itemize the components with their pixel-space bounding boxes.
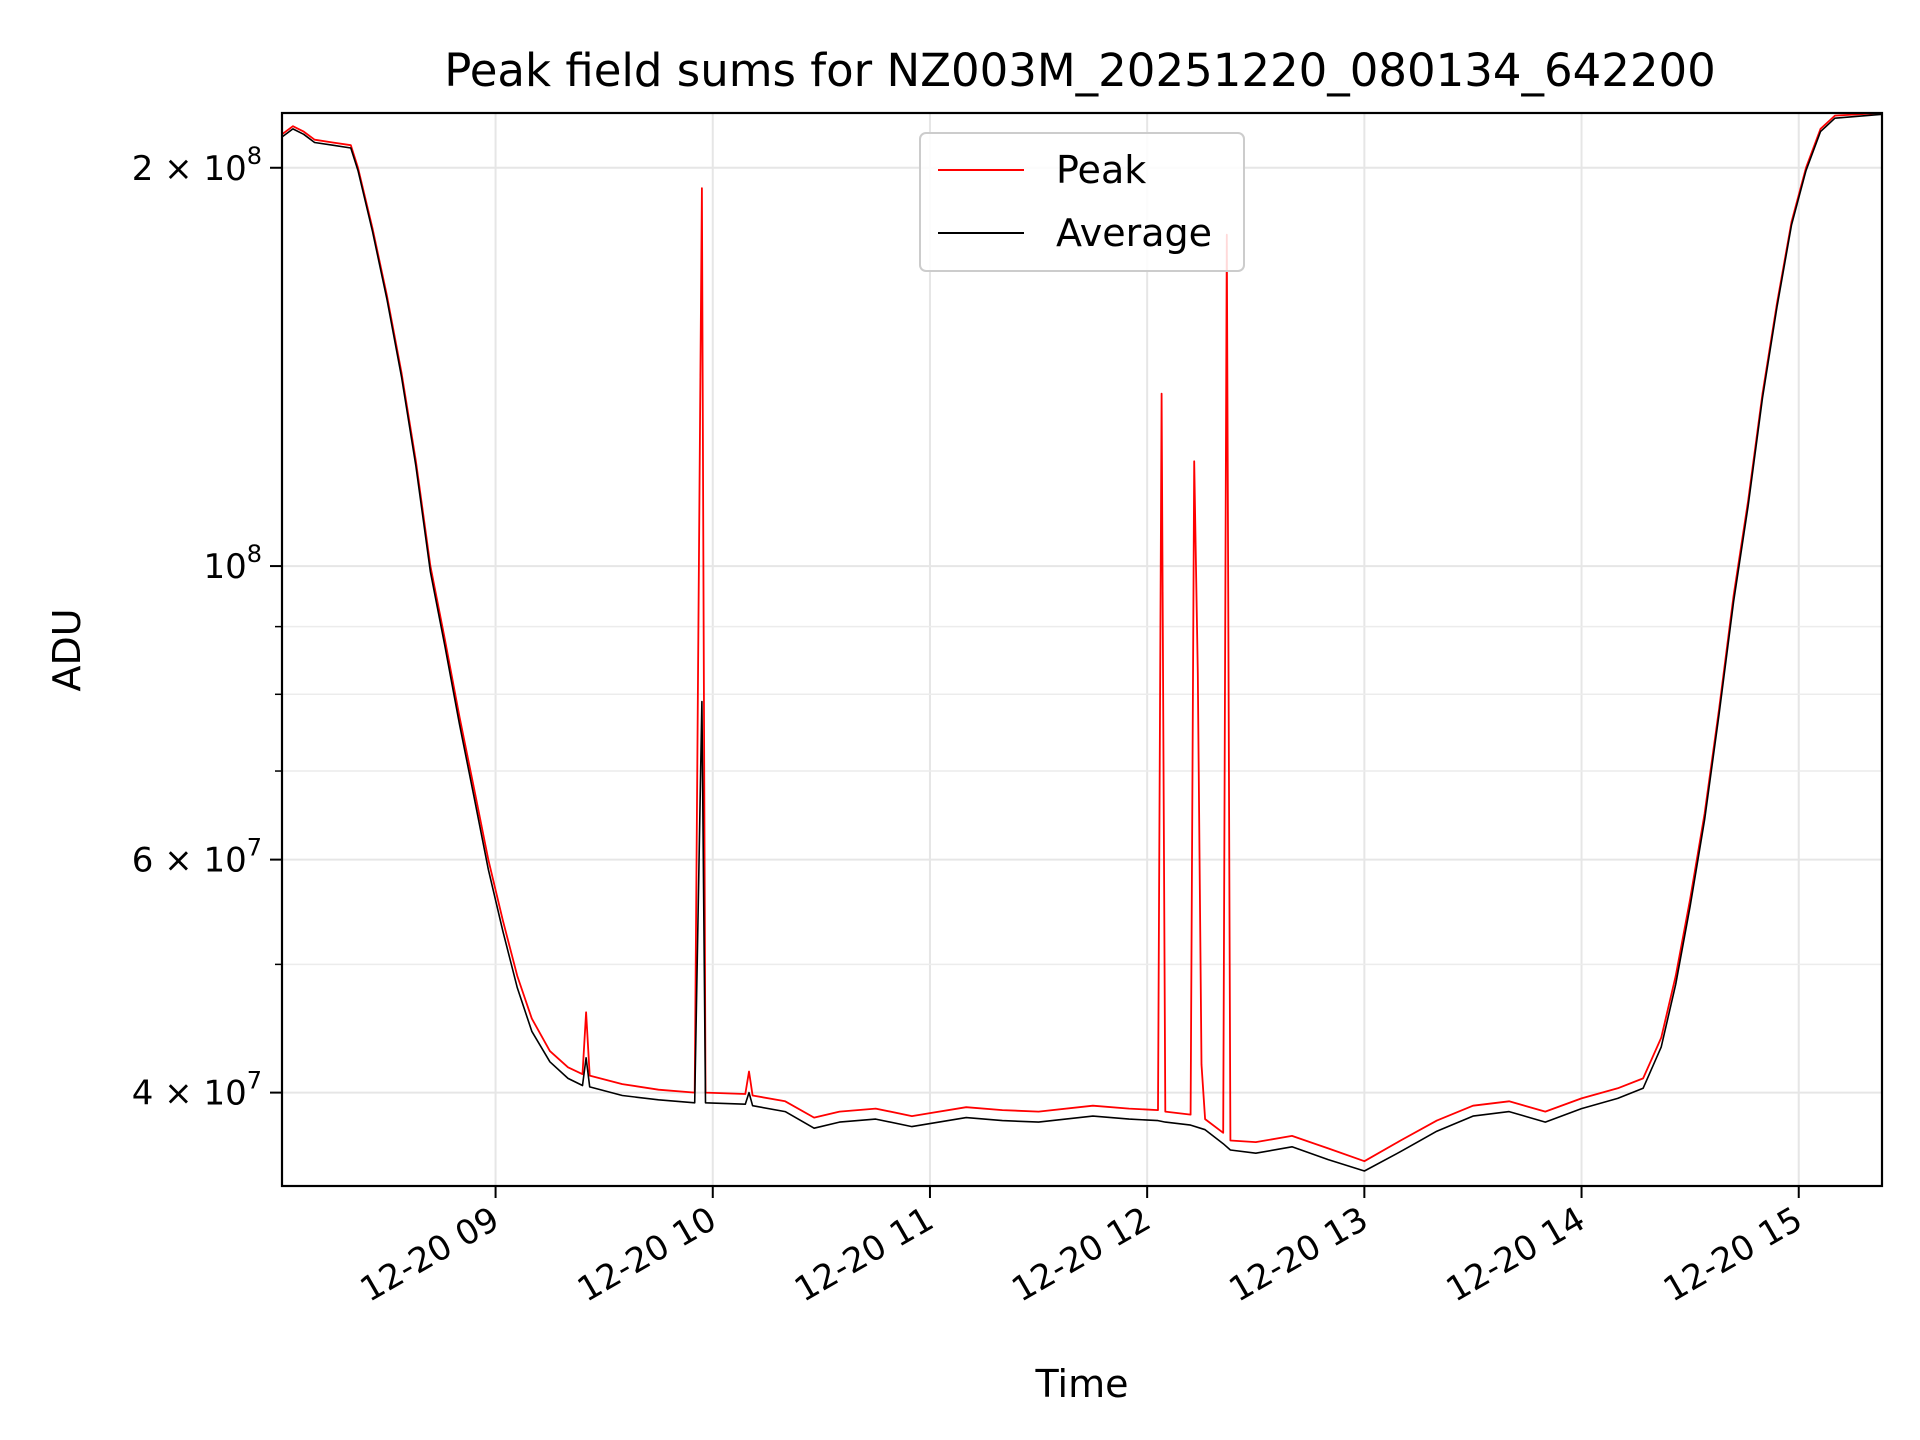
x-tick-label: 12-20 13: [1222, 1199, 1374, 1310]
y-tick-label: 6 × 107: [132, 834, 262, 881]
x-axis-ticks: 12-20 09 12-20 10 12-20 11 12-20 12 12-20 13…: [354, 1186, 1809, 1310]
legend-box: [919, 132, 1245, 272]
x-tick-label: 12-20 10: [571, 1199, 723, 1310]
legend-label-peak: Peak: [1056, 148, 1146, 192]
x-tick-label: 12-20 11: [788, 1199, 940, 1310]
grid-lines: [282, 113, 1882, 1186]
y-tick-label: 108: [203, 540, 262, 587]
legend: Peak Average: [919, 132, 1245, 272]
y-tick-label: 2 × 108: [132, 142, 262, 189]
y-tick-label: 4 × 107: [132, 1067, 262, 1114]
x-axis-label: Time: [1035, 1362, 1129, 1406]
plot-area-frame: [280, 111, 1884, 1188]
series-line-average: [281, 113, 1883, 1172]
y-axis-ticks: 4 × 107 6 × 107 108 2 × 108: [132, 142, 282, 1114]
chart-title: Peak field sums for NZ003M_20251220_0801…: [444, 44, 1716, 97]
x-tick-label: 12-20 09: [354, 1199, 506, 1310]
x-tick-label: 12-20 12: [1005, 1199, 1157, 1310]
series-line-peak: [281, 112, 1883, 1163]
x-tick-label: 12-20 15: [1657, 1199, 1809, 1310]
series-layer: [281, 112, 1883, 1172]
x-tick-label: 12-20 14: [1440, 1199, 1592, 1310]
y-axis-label: ADU: [45, 608, 89, 691]
legend-label-average: Average: [1056, 211, 1212, 255]
